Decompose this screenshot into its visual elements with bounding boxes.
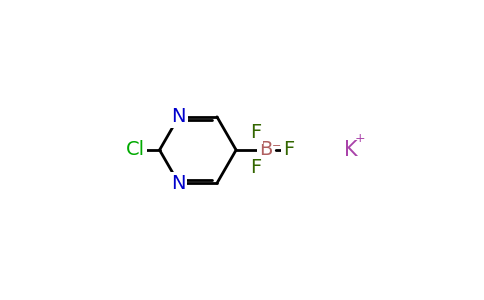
- Text: +: +: [354, 132, 365, 145]
- Text: N: N: [171, 174, 186, 193]
- Text: −: −: [272, 142, 281, 152]
- Text: K: K: [344, 140, 358, 160]
- Text: N: N: [171, 107, 186, 126]
- Text: F: F: [250, 123, 261, 142]
- Text: F: F: [250, 158, 261, 177]
- Text: Cl: Cl: [126, 140, 145, 160]
- Text: F: F: [283, 140, 294, 160]
- Text: B: B: [259, 140, 272, 160]
